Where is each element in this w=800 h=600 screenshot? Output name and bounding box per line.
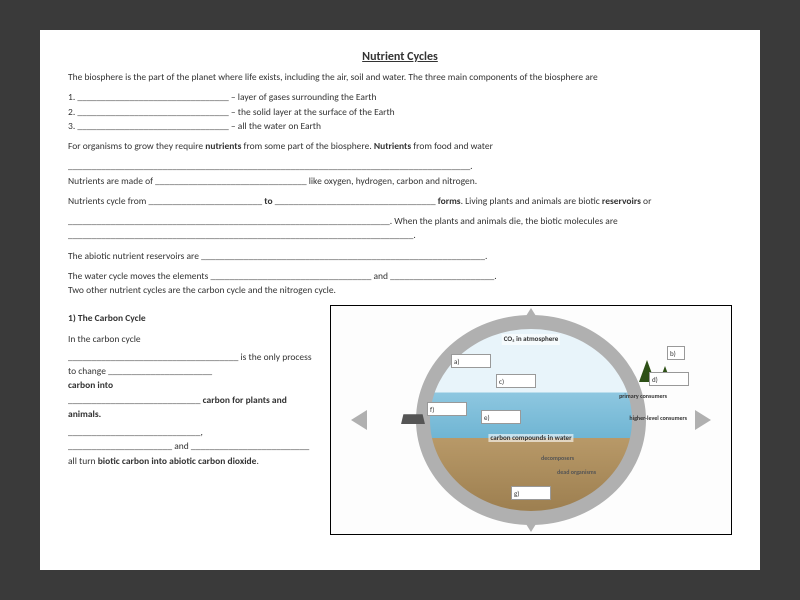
carbon-line: ____________________________ carbon for … (68, 393, 318, 422)
nutrients-made-of: Nutrients are made of __________________… (68, 174, 732, 188)
ship-icon (401, 414, 425, 424)
carbon-line: ____________________________, (68, 425, 318, 439)
blank-f: f) (427, 402, 467, 416)
blank: ________________________ (149, 195, 265, 207)
abiotic-reservoirs: The abiotic nutrient reservoirs are ____… (68, 249, 732, 263)
carbon-line: ______________________ and _____________… (68, 439, 318, 468)
carbon-line: In the carbon cycle (68, 332, 318, 346)
bold-nutrients: nutrients (205, 140, 241, 152)
text: Nutrients cycle from (68, 195, 149, 207)
other-cycles: Two other nutrient cycles are the carbon… (68, 283, 732, 297)
arrow-icon (351, 410, 367, 430)
text: . Living plants and animals are biotic (461, 195, 602, 207)
component-1: 1. ________________________________ – la… (68, 90, 732, 104)
component-2: 2. ________________________________ – th… (68, 105, 732, 119)
bold-reservoirs: reservoirs (602, 195, 641, 207)
carbon-bold: biotic carbon into abiotic carbon dioxid… (98, 455, 257, 467)
component-3: 3. ________________________________ – al… (68, 119, 732, 133)
intro-paragraph: The biosphere is the part of the planet … (68, 70, 732, 84)
carbon-cycle-section: 1) The Carbon Cycle In the carbon cycle … (68, 305, 732, 535)
page-title: Nutrient Cycles (68, 48, 732, 66)
dead-organisms-label: dead organisms (555, 468, 598, 477)
bold-forms: forms (438, 195, 461, 207)
carbon-cycle-diagram: CO₂ in atmosphere carbon compounds in wa… (330, 305, 732, 535)
blank: ____________________________ (68, 394, 203, 406)
text: from food and water (411, 140, 493, 152)
blank-line: ________________________________________… (68, 159, 732, 173)
blank-e: e) (481, 410, 521, 424)
decomposers-label: decomposers (539, 454, 576, 463)
text: or (641, 195, 651, 207)
blank-d: d) (649, 372, 689, 386)
blank-a: a) (451, 354, 491, 368)
blank: __________________________________ (273, 195, 438, 207)
blank-g: g) (511, 486, 551, 500)
text: . (256, 455, 258, 467)
carbon-text-column: 1) The Carbon Cycle In the carbon cycle … (68, 305, 318, 535)
arrow-icon (695, 410, 711, 430)
bold-nutrients-cap: Nutrients (374, 140, 411, 152)
primary-consumers-label: primary consumers (617, 392, 669, 401)
nutrients-paragraph: For organisms to grow they require nutri… (68, 139, 732, 153)
arrow-icon (521, 308, 541, 324)
water-cycle-elements: The water cycle moves the elements _____… (68, 269, 732, 283)
water-compounds-label: carbon compounds in water (488, 434, 573, 442)
text: For organisms to grow they require (68, 140, 205, 152)
when-die-line: ________________________________________… (68, 214, 732, 243)
blank-c: c) (496, 374, 536, 388)
co2-label: CO₂ in atmosphere (502, 334, 560, 345)
worksheet-page: Nutrient Cycles The biosphere is the par… (40, 30, 760, 570)
text: from some part of the biosphere. (241, 140, 374, 152)
blank-b: b) (667, 346, 685, 360)
arrow-icon (521, 516, 541, 532)
carbon-bold: carbon into (68, 379, 113, 391)
carbon-heading: 1) The Carbon Cycle (68, 311, 318, 325)
carbon-line: ____________________________________ is … (68, 350, 318, 379)
higher-consumers-label: higher-level consumers (627, 414, 689, 423)
bold-to: to (264, 195, 272, 207)
cycle-forms-paragraph: Nutrients cycle from ___________________… (68, 194, 732, 208)
